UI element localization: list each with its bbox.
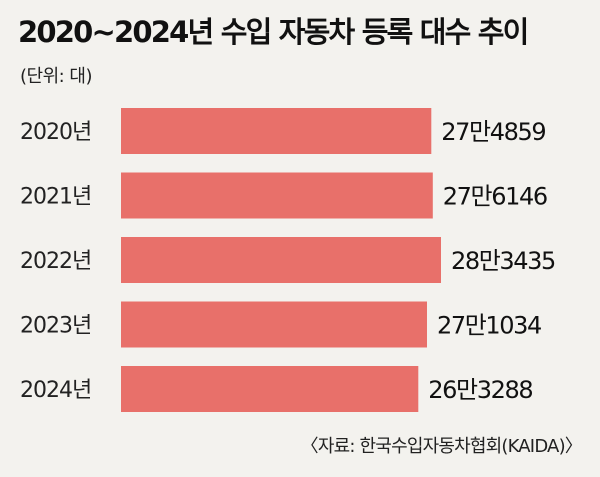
category-label-2022년: 2022년: [20, 249, 91, 274]
unit-label: (단위: 대): [20, 66, 93, 87]
category-label-2020년: 2020년: [20, 120, 91, 145]
data-label-2024년: 26만3288: [428, 376, 532, 404]
data-label-2021년: 27만6146: [443, 183, 547, 211]
bar-2020년: [121, 108, 432, 154]
data-label-2022년: 28만3435: [451, 247, 555, 275]
category-label-2024년: 2024년: [20, 378, 91, 403]
bar-2021년: [121, 172, 433, 219]
data-label-2023년: 27만1034: [437, 312, 541, 340]
bar-2022년: [121, 237, 441, 283]
category-label-2021년: 2021년: [20, 185, 91, 210]
bar-2024년: [121, 366, 419, 412]
bar-2023년: [121, 301, 427, 348]
chart-title: 2020~2024년 수입 자동차 등록 대수 추이: [18, 15, 529, 49]
source-note: 〈자료: 한국수입자동차협회(KAIDA)〉: [300, 436, 583, 457]
category-label-2023년: 2023년: [20, 314, 91, 339]
data-label-2020년: 27만4859: [441, 118, 545, 146]
